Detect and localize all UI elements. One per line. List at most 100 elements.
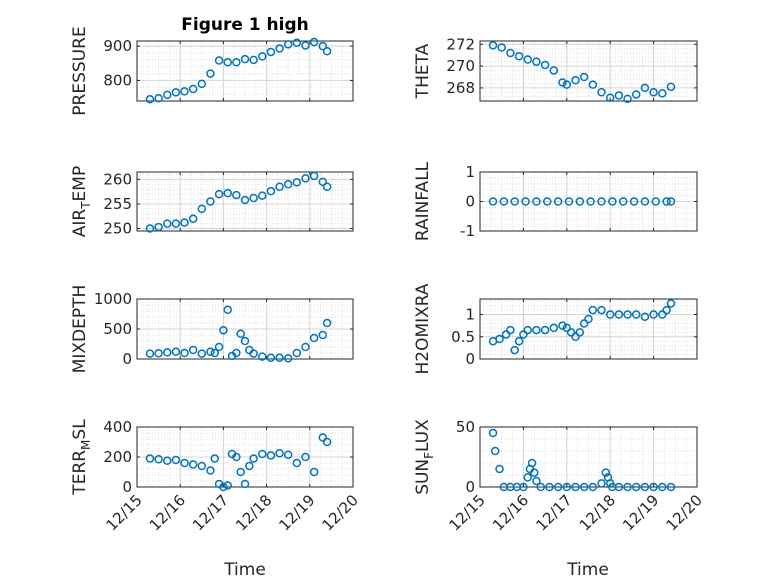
pressure-point [275,44,284,53]
mixdepth-point [219,325,228,335]
sun_flux-point [640,482,650,492]
rainfall-ytick-label: 1 [465,163,475,181]
terr_msl-point [275,449,284,458]
sun_flux-point [579,482,589,492]
rainfall-point [662,197,671,206]
terr_msl-point [210,454,220,463]
mixdepth-point [318,330,328,340]
terr_msl-point [292,458,302,468]
mixdepth-point [232,348,241,358]
x-tick-label: 12/20 [663,491,706,534]
h2omixra-ytick-label: 1 [465,306,475,324]
terr_msl-point [145,454,155,463]
terr_msl-point [301,452,310,462]
mixdepth-point [154,349,163,358]
air_temp-point [283,180,293,189]
air_temp-point [240,195,250,205]
terr_msl-point [318,433,328,442]
terr_msl-point [232,452,241,462]
mixdepth-point [206,347,215,357]
air_temp-point [322,182,332,191]
terr_msl-point [219,482,228,492]
x-tick-label: 12/15 [446,491,489,534]
rainfall-point [553,197,563,206]
sun_flux-point [571,482,580,492]
h2omixra-point [623,310,632,319]
sun_flux-point [545,482,554,492]
pressure-point [171,88,181,97]
theta-point [579,72,589,82]
rainfall-ylabel: RAINFALL [413,161,433,241]
x-tick-label: 12/17 [532,491,575,534]
pressure-point [283,40,293,49]
axes-pressure: 800 900 PRESSURE [70,26,354,116]
air_temp-point [232,190,241,200]
h2omixra-point [549,323,559,333]
theta-ytick-label: 272 [446,35,475,53]
axes-rainfall: -1 0 1 RAINFALL [413,161,698,241]
axes-air_temp: 250 255 260 AIRTEMP [70,166,354,238]
h2omixra-point [506,325,515,335]
pressure-point [322,47,332,56]
sun_flux-point [588,482,598,492]
sun_flux-point [536,482,546,492]
theta-point [514,52,524,61]
pressure-point [223,58,232,67]
axes-h2omixra: 0 0.5 1 H2OMIXRA [413,283,698,375]
h2omixra-point [614,310,624,319]
mixdepth-point [145,349,155,358]
sun_flux-point [649,482,658,492]
mixdepth-point [266,353,276,363]
rainfall-point [532,197,541,206]
sun_flux-point [562,482,572,492]
theta-point [597,88,606,97]
pressure-point [154,94,163,103]
pressure-point [197,79,207,89]
h2omixra-point [575,328,585,337]
h2omixra-point [579,319,589,328]
h2omixra-ylabel: H2OMIXRA [413,283,433,374]
rainfall-point [651,197,661,206]
pressure-point [145,95,155,104]
pressure-point [206,69,215,78]
pressure-point [266,47,276,57]
h2omixra-point [532,325,541,335]
h2omixra-point [649,310,658,319]
air_temp-ylabel: AIRTEMP [70,166,93,237]
theta-point [506,48,515,58]
h2omixra-point [584,314,593,324]
sun_flux-point [658,482,667,492]
rainfall-ytick-label: -1 [460,222,475,240]
mixdepth-point [322,318,332,328]
terr_msl-ytick-label: 200 [103,448,132,466]
theta-ylabel: THETA [413,43,433,99]
theta-point [532,57,541,66]
pressure-ytick-label: 800 [103,71,132,89]
air_temp-point [180,218,189,227]
theta-ytick-label: 270 [446,57,475,75]
pressure-point [249,55,258,65]
rainfall-point [608,197,617,206]
theta-point [614,91,624,100]
terr_msl-point [206,466,215,475]
mixdepth-point [249,349,258,358]
axes-sun_flux: 0 50 SUNFLUX 12/15 12/16 12/17 12/18 12/19 12/20 [413,418,706,534]
pressure-point [162,90,172,100]
h2omixra-point [658,310,667,319]
h2omixra-point [588,305,598,315]
terr_msl-point [171,455,181,465]
rainfall-point [666,197,676,206]
axes-box [136,40,354,102]
terr_msl-point [180,458,189,468]
axes-theta: 268 270 272 THETA [413,35,698,104]
sun_flux-point [527,458,537,468]
x-tick-label: 12/16 [146,491,189,534]
pressure-point [318,41,328,51]
h2omixra-point [514,336,524,346]
theta-point [549,66,559,75]
axes-layer: 800 900 PRESSURE 268 270 272 THETA 250 255 260 AIR… [70,26,706,534]
h2omixra-point [631,310,641,319]
terr_msl-point [309,467,319,477]
sun_flux-ytick-label: 50 [456,418,475,436]
